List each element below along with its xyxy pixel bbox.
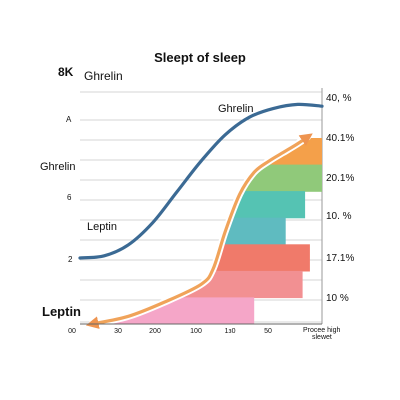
chart-title: Sleept of sleep (154, 50, 246, 65)
left-label-leptin: Leptin (87, 221, 117, 233)
left-label-ghrelin: Ghrelin (40, 161, 75, 173)
band-5 (92, 244, 310, 272)
x-axis-end-label: slewet (312, 334, 332, 341)
x-tick-label: 100 (190, 328, 202, 335)
x-tick-label: 50 (264, 328, 272, 335)
leptin-curve (85, 133, 313, 329)
band-3 (92, 191, 306, 219)
left-label-2: 2 (68, 255, 73, 264)
left-label-a: A (66, 115, 72, 124)
right-label-6: 10 % (326, 293, 349, 304)
right-label-5: 17.1% (326, 253, 354, 264)
left-label-6: 6 (67, 193, 72, 202)
corner-label: 8K (58, 65, 74, 79)
right-label-3: 20.1% (326, 173, 354, 184)
left-label-leptin-bottom: Leptin (42, 304, 81, 319)
curves (78, 102, 324, 329)
x-tick-label: 00 (68, 328, 76, 335)
band-2 (92, 164, 322, 192)
right-label-4: 10. % (326, 211, 352, 222)
left-label-ghrelin-top: Ghrelin (84, 69, 123, 83)
ghrelin-curve-label: Ghrelin (218, 103, 253, 115)
x-tick-label: 200 (149, 328, 161, 335)
x-tick-label: 30 (114, 328, 122, 335)
x-tick-label: 1з0 (225, 328, 236, 335)
x-axis-end-label: Procee high (303, 327, 340, 334)
right-label-2: 40.1% (326, 133, 354, 144)
ghrelin-curve (78, 102, 324, 260)
right-label-1: 40, % (326, 93, 352, 104)
band-6 (92, 270, 303, 299)
